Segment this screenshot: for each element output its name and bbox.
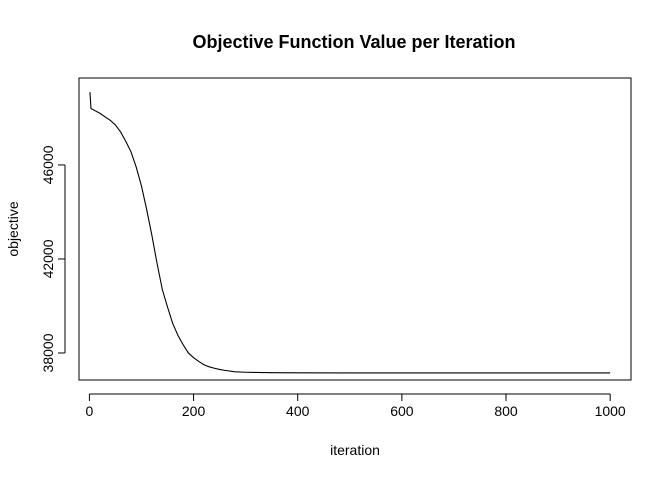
x-tick-label: 800 xyxy=(494,403,518,419)
chart-title: Objective Function Value per Iteration xyxy=(192,32,515,52)
x-tick-label: 0 xyxy=(86,403,94,419)
x-tick-label: 600 xyxy=(390,403,414,419)
y-axis: 38000 42000 46000 xyxy=(40,145,66,372)
x-axis: 0 200 400 600 800 1000 xyxy=(86,393,626,419)
x-tick-label: 200 xyxy=(182,403,206,419)
series-line xyxy=(89,92,611,374)
y-tick-label: 42000 xyxy=(40,239,56,278)
y-axis-label: objective xyxy=(5,201,21,256)
x-axis-label: iteration xyxy=(330,442,380,458)
x-tick-label: 1000 xyxy=(595,403,626,419)
x-tick-label: 400 xyxy=(286,403,310,419)
plot-frame xyxy=(78,77,632,381)
y-tick-label: 38000 xyxy=(40,333,56,372)
y-tick-label: 46000 xyxy=(40,145,56,184)
